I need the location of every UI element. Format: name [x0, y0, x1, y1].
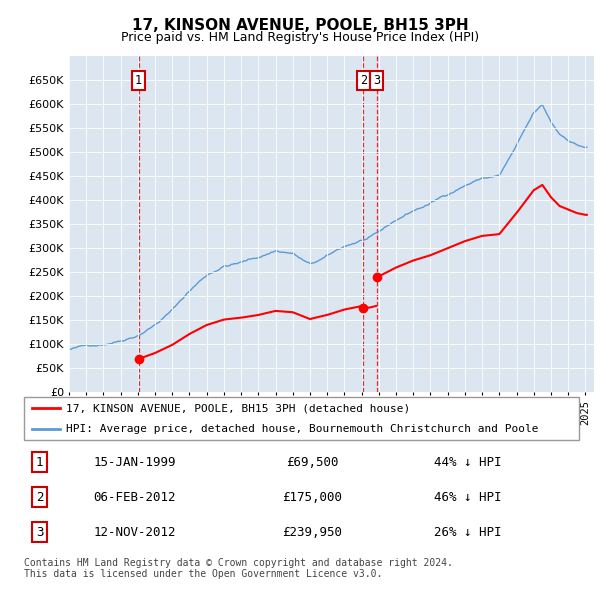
Text: 26% ↓ HPI: 26% ↓ HPI [434, 526, 502, 539]
Text: £239,950: £239,950 [283, 526, 343, 539]
Text: 44% ↓ HPI: 44% ↓ HPI [434, 455, 502, 468]
FancyBboxPatch shape [24, 397, 579, 440]
Text: 3: 3 [373, 74, 380, 87]
Text: HPI: Average price, detached house, Bournemouth Christchurch and Poole: HPI: Average price, detached house, Bour… [65, 424, 538, 434]
Text: 2: 2 [36, 490, 43, 504]
Text: 1: 1 [36, 455, 43, 468]
Text: 46% ↓ HPI: 46% ↓ HPI [434, 490, 502, 504]
Text: 17, KINSON AVENUE, POOLE, BH15 3PH (detached house): 17, KINSON AVENUE, POOLE, BH15 3PH (deta… [65, 403, 410, 413]
Text: Contains HM Land Registry data © Crown copyright and database right 2024.
This d: Contains HM Land Registry data © Crown c… [24, 558, 453, 579]
Text: 2: 2 [359, 74, 367, 87]
Text: 06-FEB-2012: 06-FEB-2012 [94, 490, 176, 504]
Text: Price paid vs. HM Land Registry's House Price Index (HPI): Price paid vs. HM Land Registry's House … [121, 31, 479, 44]
Text: £69,500: £69,500 [286, 455, 339, 468]
Text: 17, KINSON AVENUE, POOLE, BH15 3PH: 17, KINSON AVENUE, POOLE, BH15 3PH [131, 18, 469, 32]
Text: 1: 1 [135, 74, 142, 87]
Text: 12-NOV-2012: 12-NOV-2012 [94, 526, 176, 539]
Text: £175,000: £175,000 [283, 490, 343, 504]
Text: 15-JAN-1999: 15-JAN-1999 [94, 455, 176, 468]
Text: 3: 3 [36, 526, 43, 539]
